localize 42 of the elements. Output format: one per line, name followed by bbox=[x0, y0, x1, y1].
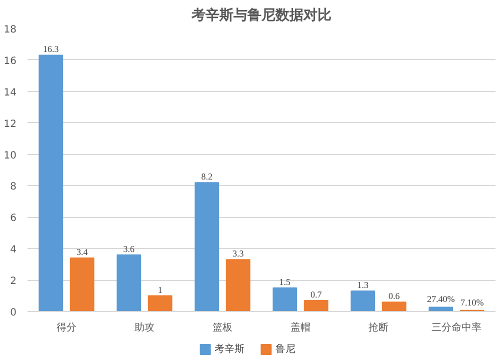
data-label: 27.40% bbox=[427, 294, 456, 304]
legend-label: 鲁尼 bbox=[276, 343, 296, 355]
bar bbox=[70, 258, 94, 312]
data-label: 3.6 bbox=[123, 244, 136, 254]
x-tick-label: 助攻 bbox=[134, 322, 154, 334]
bar bbox=[148, 295, 172, 312]
legend-label: 考辛斯 bbox=[214, 343, 245, 355]
x-tick-label: 得分 bbox=[56, 322, 76, 334]
x-tick-label: 篮板 bbox=[212, 322, 232, 334]
bar bbox=[272, 287, 298, 312]
data-label: 3.4 bbox=[76, 247, 88, 258]
bar bbox=[116, 254, 142, 312]
data-label: 1 bbox=[158, 284, 162, 295]
y-tick-label: 18 bbox=[4, 24, 17, 36]
x-tick-label: 抢断 bbox=[368, 322, 388, 334]
y-tick-label: 6 bbox=[10, 213, 17, 224]
data-label: 1.5 bbox=[279, 276, 292, 287]
data-label: 0.6 bbox=[388, 291, 400, 302]
chart-title: 考辛斯与鲁尼数据对比 bbox=[190, 6, 332, 24]
y-tick-label: 2 bbox=[10, 276, 17, 288]
data-label: 3.3 bbox=[232, 248, 244, 259]
bar bbox=[350, 290, 376, 312]
bar bbox=[304, 300, 328, 312]
data-label: 7.10% bbox=[460, 297, 484, 308]
y-tick-label: 12 bbox=[4, 118, 17, 130]
data-label: 0.7 bbox=[310, 289, 322, 300]
data-label: 16.3 bbox=[43, 44, 60, 54]
data-label: 8.2 bbox=[201, 172, 213, 182]
data-label: 1.3 bbox=[357, 280, 370, 290]
bar bbox=[194, 182, 220, 312]
bar bbox=[226, 259, 250, 312]
bar bbox=[38, 54, 64, 312]
x-tick-label: 三分命中率 bbox=[432, 322, 482, 334]
y-tick-label: 10 bbox=[4, 150, 17, 162]
y-tick-label: 16 bbox=[4, 56, 17, 67]
y-tick-label: 0 bbox=[10, 308, 17, 318]
bar bbox=[428, 306, 454, 312]
y-tick-label: 8 bbox=[10, 182, 17, 193]
y-tick-label: 14 bbox=[4, 87, 17, 98]
x-tick-label: 盖帽 bbox=[290, 322, 310, 334]
y-tick-label: 4 bbox=[10, 244, 17, 256]
bar bbox=[382, 302, 406, 312]
